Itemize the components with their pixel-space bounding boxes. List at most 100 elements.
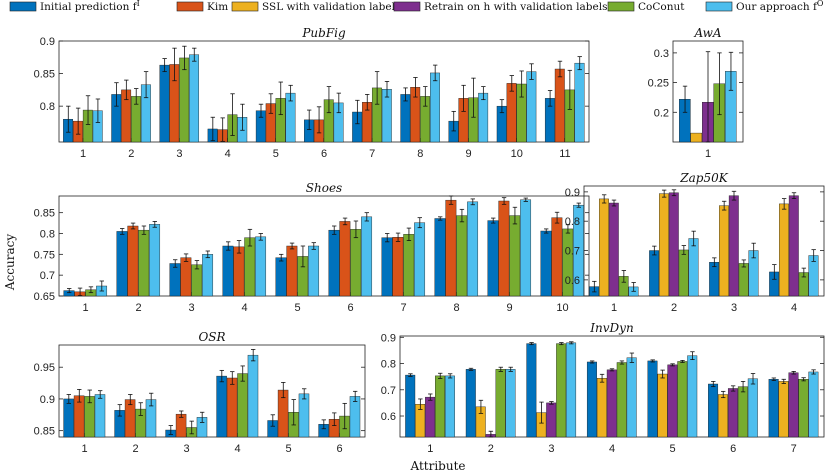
bar-our-approach [430,72,440,143]
bar-kim-et-al [506,83,517,143]
bar-kim-et-al [498,200,510,297]
error-bar [428,393,433,401]
error-bar [230,93,235,136]
y-axis-label: Accuracy [3,234,17,291]
bar-ssl-with-validation-labels [690,132,703,143]
bar-initial-prediction [647,360,658,438]
bar-kim-et-al [180,257,192,297]
bar-initial-prediction [768,379,779,438]
bar-our-approach [574,62,585,143]
error-bar [650,359,655,363]
bar-coconut [678,249,689,297]
error-bar [741,259,747,268]
y-tick-label: 0.7 [40,270,55,282]
bar-retrain-with-validation-labels [788,195,799,297]
error-bar [438,216,443,221]
error-bar [332,412,337,426]
bar-coconut [138,229,150,297]
error-bar [491,217,496,224]
error-bar [311,242,316,250]
error-bar [565,224,571,234]
error-bar [321,419,327,430]
bar-our-approach [626,357,637,438]
panel-osr: OSR 0.85 0.9 0.95 1 2 3 4 5 6 [34,330,366,455]
bar-our-approach [505,369,516,438]
error-bar [499,99,505,114]
error-bar [557,60,563,78]
legend-label: Initial prediction fI [40,0,140,13]
x-tick-label: 9 [465,148,471,160]
plot-area [583,185,825,297]
error-bar [408,373,413,377]
error-bar [567,69,573,110]
error-bar [148,392,154,407]
x-tick-label: 5 [273,148,279,160]
bar-retrain-with-validation-labels [667,364,678,438]
error-bar [141,225,147,235]
error-bar [772,264,777,280]
error-bar [680,359,685,363]
error-bar [124,79,129,101]
bar-coconut [509,215,521,297]
error-bar [210,116,216,142]
legend-swatch [176,1,204,12]
x-tick-label: 5 [670,443,676,455]
bar-our-approach [414,222,426,297]
error-bar [114,82,119,107]
error-bar [438,372,443,379]
error-bar [577,56,582,71]
bar-initial-prediction [116,231,128,297]
bar-initial-prediction [586,361,597,438]
legend-swatch [607,1,635,12]
bar-initial-prediction [275,257,287,297]
error-bar [258,233,263,241]
bar-coconut [350,229,362,297]
bar-our-approach [467,201,479,297]
error-bar [189,420,194,435]
bar-coconut [495,369,506,438]
bar-our-approach [687,355,698,438]
error-bar [671,189,677,197]
error-bar [432,64,438,82]
bar-coconut [237,373,248,438]
legend-item-ssl-with-validation-labels: SSL with validation labels [231,1,400,13]
error-bar [87,389,92,404]
error-bar [740,380,746,393]
error-bar [512,206,518,225]
error-bar [247,228,253,247]
error-bar [364,212,369,222]
legend-swatch [705,1,733,12]
error-bar [385,233,390,243]
bar-coconut [456,215,468,297]
legend-label: CoConut [638,1,685,13]
error-bar [791,192,797,200]
x-tick-label: 6 [730,443,736,455]
legend-label: Retrain on h with validation labels [424,1,607,13]
x-tick-label: 8 [453,302,459,314]
bar-our-approach [688,238,699,297]
bar-kim-et-al [124,399,136,438]
x-tick-label: 2 [135,302,141,314]
y-tick-label: 0.8 [381,359,396,371]
bar-coconut [798,379,809,438]
error-bar [682,85,688,113]
x-tick-label: 3 [548,443,554,455]
legend-label: Our approach fO [736,0,824,13]
error-bar [771,377,777,381]
bar-our-approach [189,54,200,143]
error-bar [152,221,157,228]
x-tick-label: 4 [225,148,231,160]
bar-our-approach [94,394,106,438]
error-bar [549,401,554,405]
bar-initial-prediction [63,398,74,438]
error-bar [134,88,139,105]
error-bar [592,280,597,293]
bar-our-approach [149,224,161,297]
error-bar [168,425,174,435]
error-bar [461,84,466,112]
bar-our-approach [520,199,532,297]
x-axis-label: Attribute [409,459,465,473]
error-bar [67,288,72,294]
error-bar [130,222,136,230]
